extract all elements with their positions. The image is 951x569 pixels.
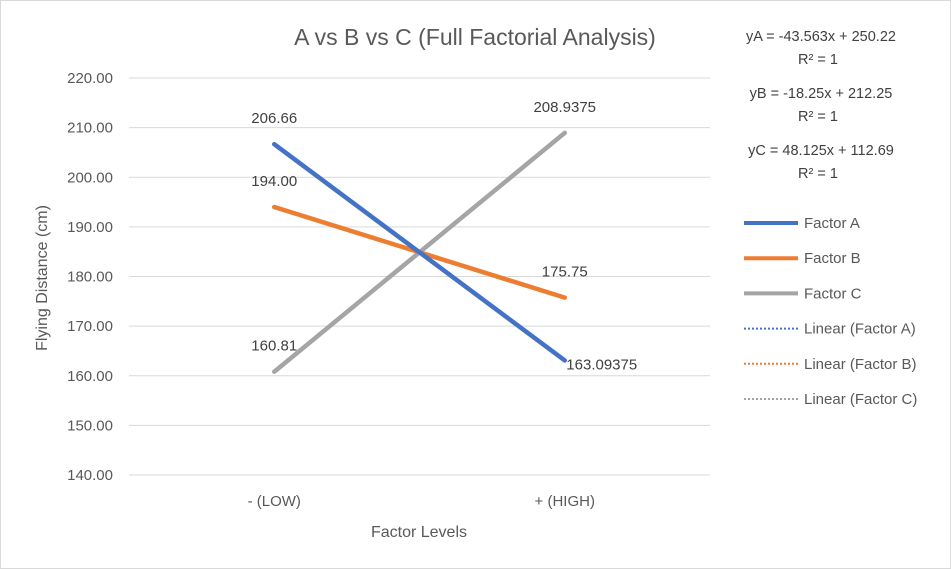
y-axis-ticks: 140.00 150.00 160.00 170.00 180.00 190.00 200.… <box>67 70 113 484</box>
legend-label: Linear (Factor A) <box>804 321 916 338</box>
x-tick-label: - (LOW) <box>248 493 301 510</box>
y-tick-label: 140.00 <box>67 467 113 484</box>
series-lines <box>272 130 567 374</box>
trendline-equation: yA = -43.563x + 250.22 <box>746 29 896 45</box>
data-label: 175.75 <box>542 264 588 281</box>
data-label: 208.9375 <box>533 99 596 116</box>
gridlines <box>129 77 710 476</box>
legend: Factor A Factor B Factor C Linear (Factor A… <box>744 215 917 408</box>
y-tick-label: 180.00 <box>67 269 113 286</box>
data-label: 206.66 <box>251 110 297 127</box>
series-line-factor-a <box>272 141 567 363</box>
legend-label: Factor B <box>804 250 861 267</box>
data-label: 194.00 <box>251 173 297 190</box>
trendline-equations: yA = -43.563x + 250.22 R² = 1 yB = -18.25x… <box>746 29 896 182</box>
y-tick-label: 150.00 <box>67 417 113 434</box>
legend-label: Factor A <box>804 215 860 232</box>
y-tick-label: 170.00 <box>67 318 113 335</box>
trendline-equation: yC = 48.125x + 112.69 <box>748 143 894 159</box>
y-tick-label: 220.00 <box>67 70 113 87</box>
trendline-equation: yB = -18.25x + 212.25 <box>750 86 893 102</box>
y-axis-title: Flying Distance (cm) <box>34 205 51 351</box>
y-tick-label: 160.00 <box>67 368 113 385</box>
legend-label: Linear (Factor B) <box>804 356 917 373</box>
y-tick-label: 190.00 <box>67 219 113 236</box>
data-labels: 206.66 163.09375 194.00 175.75 160.81 208.937… <box>251 99 637 373</box>
data-label: 163.09375 <box>566 356 637 373</box>
y-tick-label: 210.00 <box>67 120 113 137</box>
y-tick-label: 200.00 <box>67 169 113 186</box>
x-axis-ticks: - (LOW) + (HIGH) <box>248 493 595 510</box>
trendline-r-squared: R² = 1 <box>798 166 838 182</box>
x-tick-label: + (HIGH) <box>535 493 595 510</box>
legend-label: Factor C <box>804 285 862 302</box>
legend-label: Linear (Factor C) <box>804 391 917 408</box>
trendline-r-squared: R² = 1 <box>798 52 838 68</box>
trendline-r-squared: R² = 1 <box>798 109 838 125</box>
x-axis-title: Factor Levels <box>371 524 467 541</box>
data-label: 160.81 <box>251 338 297 355</box>
chart-title: A vs B vs C (Full Factorial Analysis) <box>294 24 656 50</box>
